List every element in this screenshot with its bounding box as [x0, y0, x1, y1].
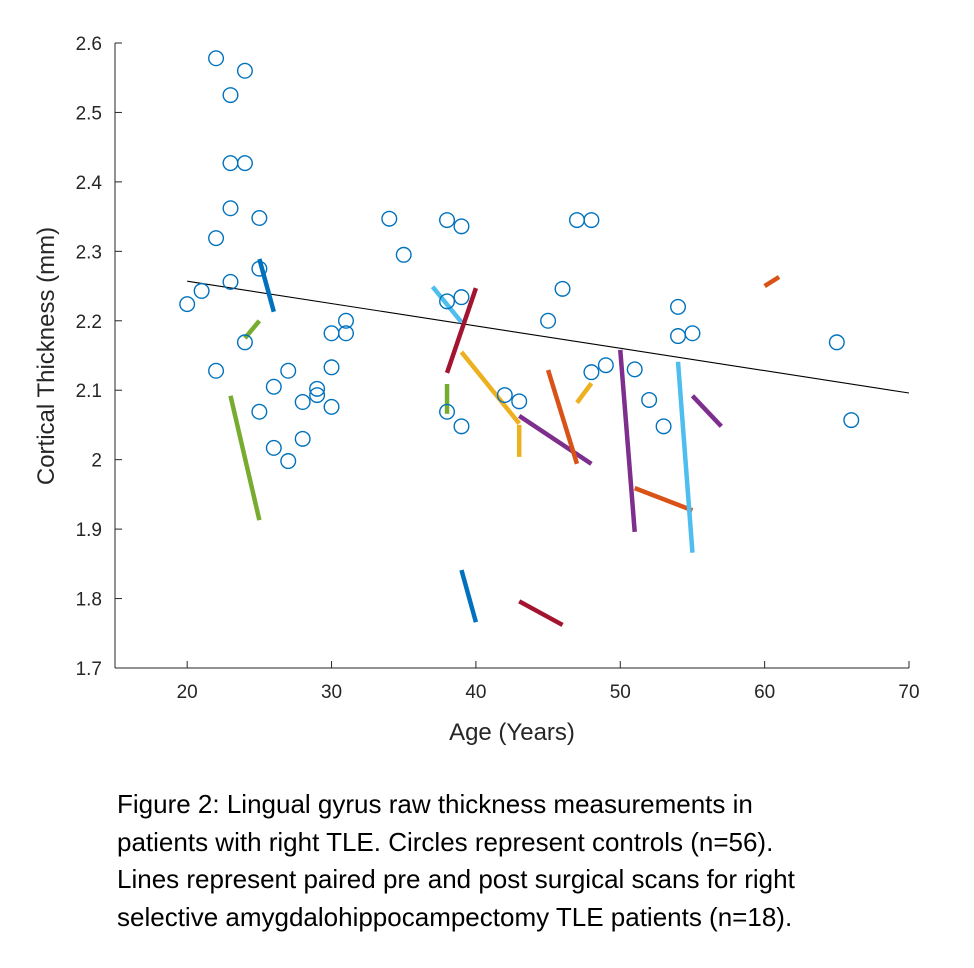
patient-line	[675, 361, 695, 553]
control-point	[597, 357, 614, 374]
x-tick-label: 70	[898, 682, 919, 703]
x-tick-label: 20	[177, 682, 198, 703]
y-tick-label: 2.5	[76, 103, 102, 124]
control-point	[568, 212, 585, 229]
y-axis-label: Cortical Thickness (mm)	[33, 227, 60, 485]
control-point	[251, 403, 268, 420]
control-point	[208, 230, 225, 247]
control-point	[323, 398, 340, 415]
control-point	[439, 212, 456, 229]
control-point	[554, 280, 571, 297]
y-tick-label: 1.9	[76, 520, 102, 541]
control-point	[265, 439, 282, 456]
control-point	[323, 359, 340, 376]
control-point	[583, 364, 600, 381]
x-tick-label: 40	[465, 682, 486, 703]
patient-lines-group	[228, 258, 781, 627]
control-point	[193, 282, 210, 299]
axes: 20 30 40 50 60 70 1.7 1.8 1.9 2 2.1 2.2 2.3 2.4 2.5 2.6	[76, 34, 920, 703]
control-point	[439, 293, 456, 310]
control-point	[251, 209, 268, 226]
patient-line	[618, 349, 637, 533]
x-axis-label: Age (Years)	[449, 719, 575, 746]
control-point	[280, 453, 297, 470]
control-point	[309, 387, 326, 404]
caption-line: Lines represent paired pre and post surg…	[117, 864, 795, 894]
x-tick-label: 50	[610, 682, 631, 703]
patient-line	[444, 287, 479, 374]
y-tick-label: 2.1	[76, 381, 102, 402]
patient-line	[228, 395, 262, 521]
control-point	[179, 296, 196, 313]
control-point	[626, 361, 643, 378]
control-point	[208, 50, 225, 67]
regression-line	[187, 280, 910, 394]
patient-line	[633, 486, 694, 513]
control-point	[323, 325, 340, 342]
control-point	[251, 260, 268, 277]
control-point	[280, 362, 297, 379]
control-points-group	[179, 50, 860, 470]
patient-line	[575, 381, 594, 405]
control-point	[641, 391, 658, 408]
control-point	[670, 328, 687, 345]
patient-line	[459, 569, 479, 623]
control-point	[294, 430, 311, 447]
y-tick-label: 1.8	[76, 590, 102, 611]
control-point	[236, 62, 253, 79]
control-point	[222, 155, 239, 172]
y-tick-label: 2.4	[76, 173, 103, 194]
figure-caption: Figure 2: Lingual gyrus raw thickness me…	[117, 786, 795, 936]
patient-line	[518, 599, 564, 627]
control-point	[496, 387, 513, 404]
patient-line	[763, 275, 781, 288]
patient-line	[430, 285, 464, 324]
control-point	[540, 312, 557, 329]
regression-line-group	[187, 280, 910, 394]
caption-line: selective amygdalohippocampectomy TLE pa…	[117, 901, 793, 932]
caption-line: Figure 2: Lingual gyrus raw thickness me…	[117, 789, 753, 819]
control-point	[453, 218, 470, 235]
y-tick-label: 2	[91, 451, 102, 472]
control-point	[337, 312, 354, 329]
patient-line	[690, 394, 723, 428]
control-point	[265, 378, 282, 395]
control-point	[236, 334, 253, 351]
control-point	[684, 325, 701, 342]
control-point	[843, 412, 860, 429]
y-tick-label: 1.7	[76, 659, 102, 680]
control-point	[583, 212, 600, 229]
control-point	[828, 334, 845, 351]
control-point	[439, 403, 456, 420]
scatter-plot: 20 30 40 50 60 70 1.7 1.8 1.9 2 2.1 2.2 2.3 2.4 2.5 2.6…	[33, 34, 920, 746]
control-point	[236, 155, 253, 172]
control-point	[381, 210, 398, 227]
patient-line	[257, 258, 276, 313]
patient-line	[459, 350, 521, 425]
control-point	[208, 362, 225, 379]
control-point	[222, 87, 239, 104]
control-point	[453, 289, 470, 306]
y-tick-label: 2.6	[76, 34, 102, 55]
control-point	[655, 418, 672, 435]
patient-line	[545, 369, 580, 465]
control-point	[222, 200, 239, 217]
control-point	[294, 394, 311, 411]
control-point	[395, 246, 412, 263]
control-point	[337, 325, 354, 342]
x-tick-label: 30	[321, 682, 342, 703]
patient-line	[517, 414, 593, 466]
control-point	[309, 380, 326, 397]
caption-line: patients with right TLE. Circles represe…	[117, 826, 774, 857]
y-tick-label: 2.2	[76, 312, 102, 333]
control-point	[453, 418, 470, 435]
control-point	[511, 393, 528, 410]
y-tick-label: 2.3	[76, 242, 102, 263]
control-point	[670, 298, 687, 315]
control-point	[222, 273, 239, 290]
x-tick-label: 60	[754, 682, 775, 703]
